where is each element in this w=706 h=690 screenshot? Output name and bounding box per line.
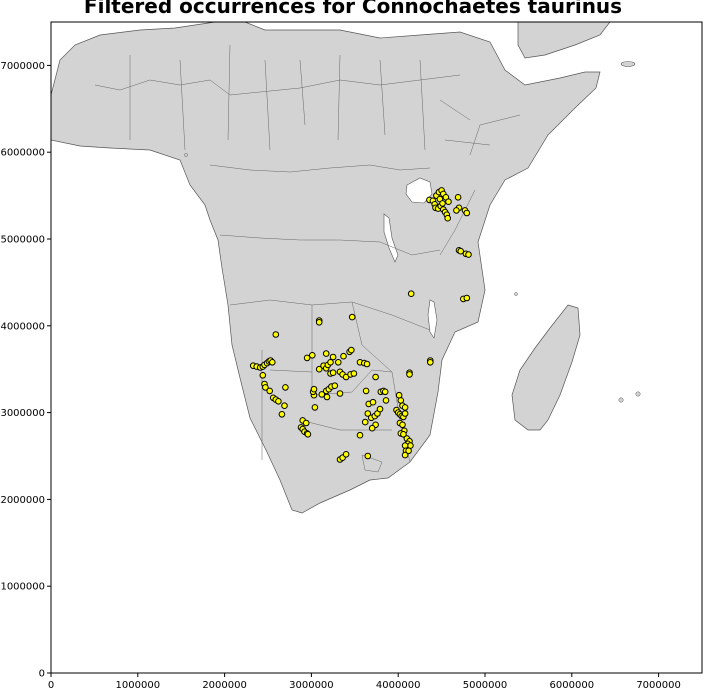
occurrence-point — [401, 451, 409, 459]
occurrence-point — [331, 382, 339, 390]
comoros-island — [514, 292, 518, 296]
occurrence-point — [401, 404, 409, 411]
x-axis: 0 1000000 2000000 3000000 4000000 5000000 6000… — [48, 673, 681, 690]
occurrence-point — [372, 373, 379, 381]
occurrence-point — [329, 369, 337, 377]
occurrence-point — [329, 353, 337, 361]
country-borders — [94, 44, 521, 473]
occurrence-point — [356, 431, 364, 439]
occurrence-point — [322, 350, 330, 357]
occurrence-point — [427, 359, 434, 366]
occurrence-point — [275, 398, 282, 405]
occurrence-point — [444, 214, 452, 222]
occurrence-point — [315, 365, 323, 373]
occurrence-point — [342, 451, 350, 458]
occurrence-point — [318, 391, 326, 398]
occurrence-point — [262, 384, 269, 391]
occurrence-point — [362, 387, 370, 395]
occurrence-point — [376, 405, 384, 413]
y-tick-label: 0 — [39, 669, 45, 680]
x-tick-label: 2000000 — [202, 680, 247, 690]
occurrence-point — [463, 294, 471, 302]
occurrence-point — [350, 370, 358, 377]
y-tick-label: 5000000 — [0, 235, 45, 246]
occurrence-point — [259, 372, 267, 379]
occurrence-point — [406, 371, 413, 378]
occurrence-point — [348, 313, 356, 321]
occurrence-point — [323, 393, 331, 401]
mauritius-island — [635, 391, 641, 397]
y-tick-label: 4000000 — [0, 321, 45, 332]
y-tick-label: 2000000 — [0, 495, 45, 506]
occurrence-point — [382, 397, 390, 404]
occurrence-point — [405, 447, 412, 455]
lake-malawi — [427, 299, 438, 339]
occurrence-point — [348, 346, 355, 354]
africa-landmass — [50, 21, 601, 514]
occurrence-point — [340, 352, 347, 360]
lake-tanganyika — [383, 213, 399, 263]
occurrence-point — [454, 194, 462, 201]
occurrence-point — [363, 360, 371, 368]
y-tick-label: 1000000 — [0, 582, 45, 593]
occurrence-points-layer — [249, 187, 472, 463]
occurrence-point — [401, 410, 409, 417]
occurrence-point — [327, 359, 334, 366]
y-tick-label: 6000000 — [0, 148, 45, 159]
x-tick-label: 7000000 — [636, 680, 681, 690]
occurrence-point — [445, 198, 452, 205]
bioko-island — [184, 153, 188, 157]
occurrence-point — [311, 404, 319, 411]
occurrence-point — [310, 385, 318, 393]
occurrence-point — [381, 388, 389, 396]
occurrence-point — [369, 398, 377, 406]
occurrence-point — [439, 200, 446, 207]
y-tick-label: 3000000 — [0, 408, 45, 419]
occurrence-point — [315, 319, 323, 326]
land-layer — [50, 21, 641, 514]
occurrence-point — [457, 247, 465, 255]
occurrence-point — [364, 410, 372, 417]
occurrence-point — [465, 251, 472, 258]
occurrence-point — [395, 391, 403, 399]
occurrence-point — [401, 442, 409, 449]
occurrence-point — [399, 421, 406, 429]
occurrence-point — [304, 431, 312, 438]
socotra-island — [620, 61, 636, 67]
occurrence-point — [309, 352, 316, 359]
occurrence-point — [302, 419, 310, 427]
y-tick-label: 7000000 — [0, 61, 45, 72]
madagascar-landmass — [511, 304, 581, 431]
reunion-island — [618, 397, 624, 403]
arabia-landmass — [517, 21, 611, 59]
occurrence-point — [281, 402, 288, 410]
occurrence-point — [269, 359, 276, 366]
map-title: Filtered occurrences for Connochaetes ta… — [83, 0, 623, 18]
x-tick-label: 5000000 — [463, 680, 508, 690]
x-tick-label: 6000000 — [550, 680, 595, 690]
occurrence-point — [364, 452, 372, 460]
plot-frame — [50, 21, 703, 674]
occurrence-point — [453, 207, 460, 214]
x-tick-label: 1000000 — [116, 680, 161, 690]
x-tick-label: 0 — [48, 680, 54, 690]
occurrence-point — [335, 359, 342, 366]
occurrence-point — [463, 209, 471, 217]
occurrence-point — [266, 387, 274, 395]
occurrence-point — [303, 354, 311, 362]
occurrence-point — [368, 424, 376, 432]
occurrence-point — [407, 290, 415, 298]
occurrence-point — [400, 431, 407, 438]
x-tick-label: 3000000 — [289, 680, 334, 690]
y-axis: 0 1000000 2000000 3000000 4000000 5000000 6000… — [0, 61, 51, 680]
occurrence-point — [361, 418, 369, 426]
occurrence-point — [336, 390, 344, 397]
occurrence-point — [282, 384, 289, 391]
occurrence-point — [278, 411, 286, 418]
occurrence-point — [272, 331, 280, 338]
x-tick-label: 4000000 — [376, 680, 421, 690]
